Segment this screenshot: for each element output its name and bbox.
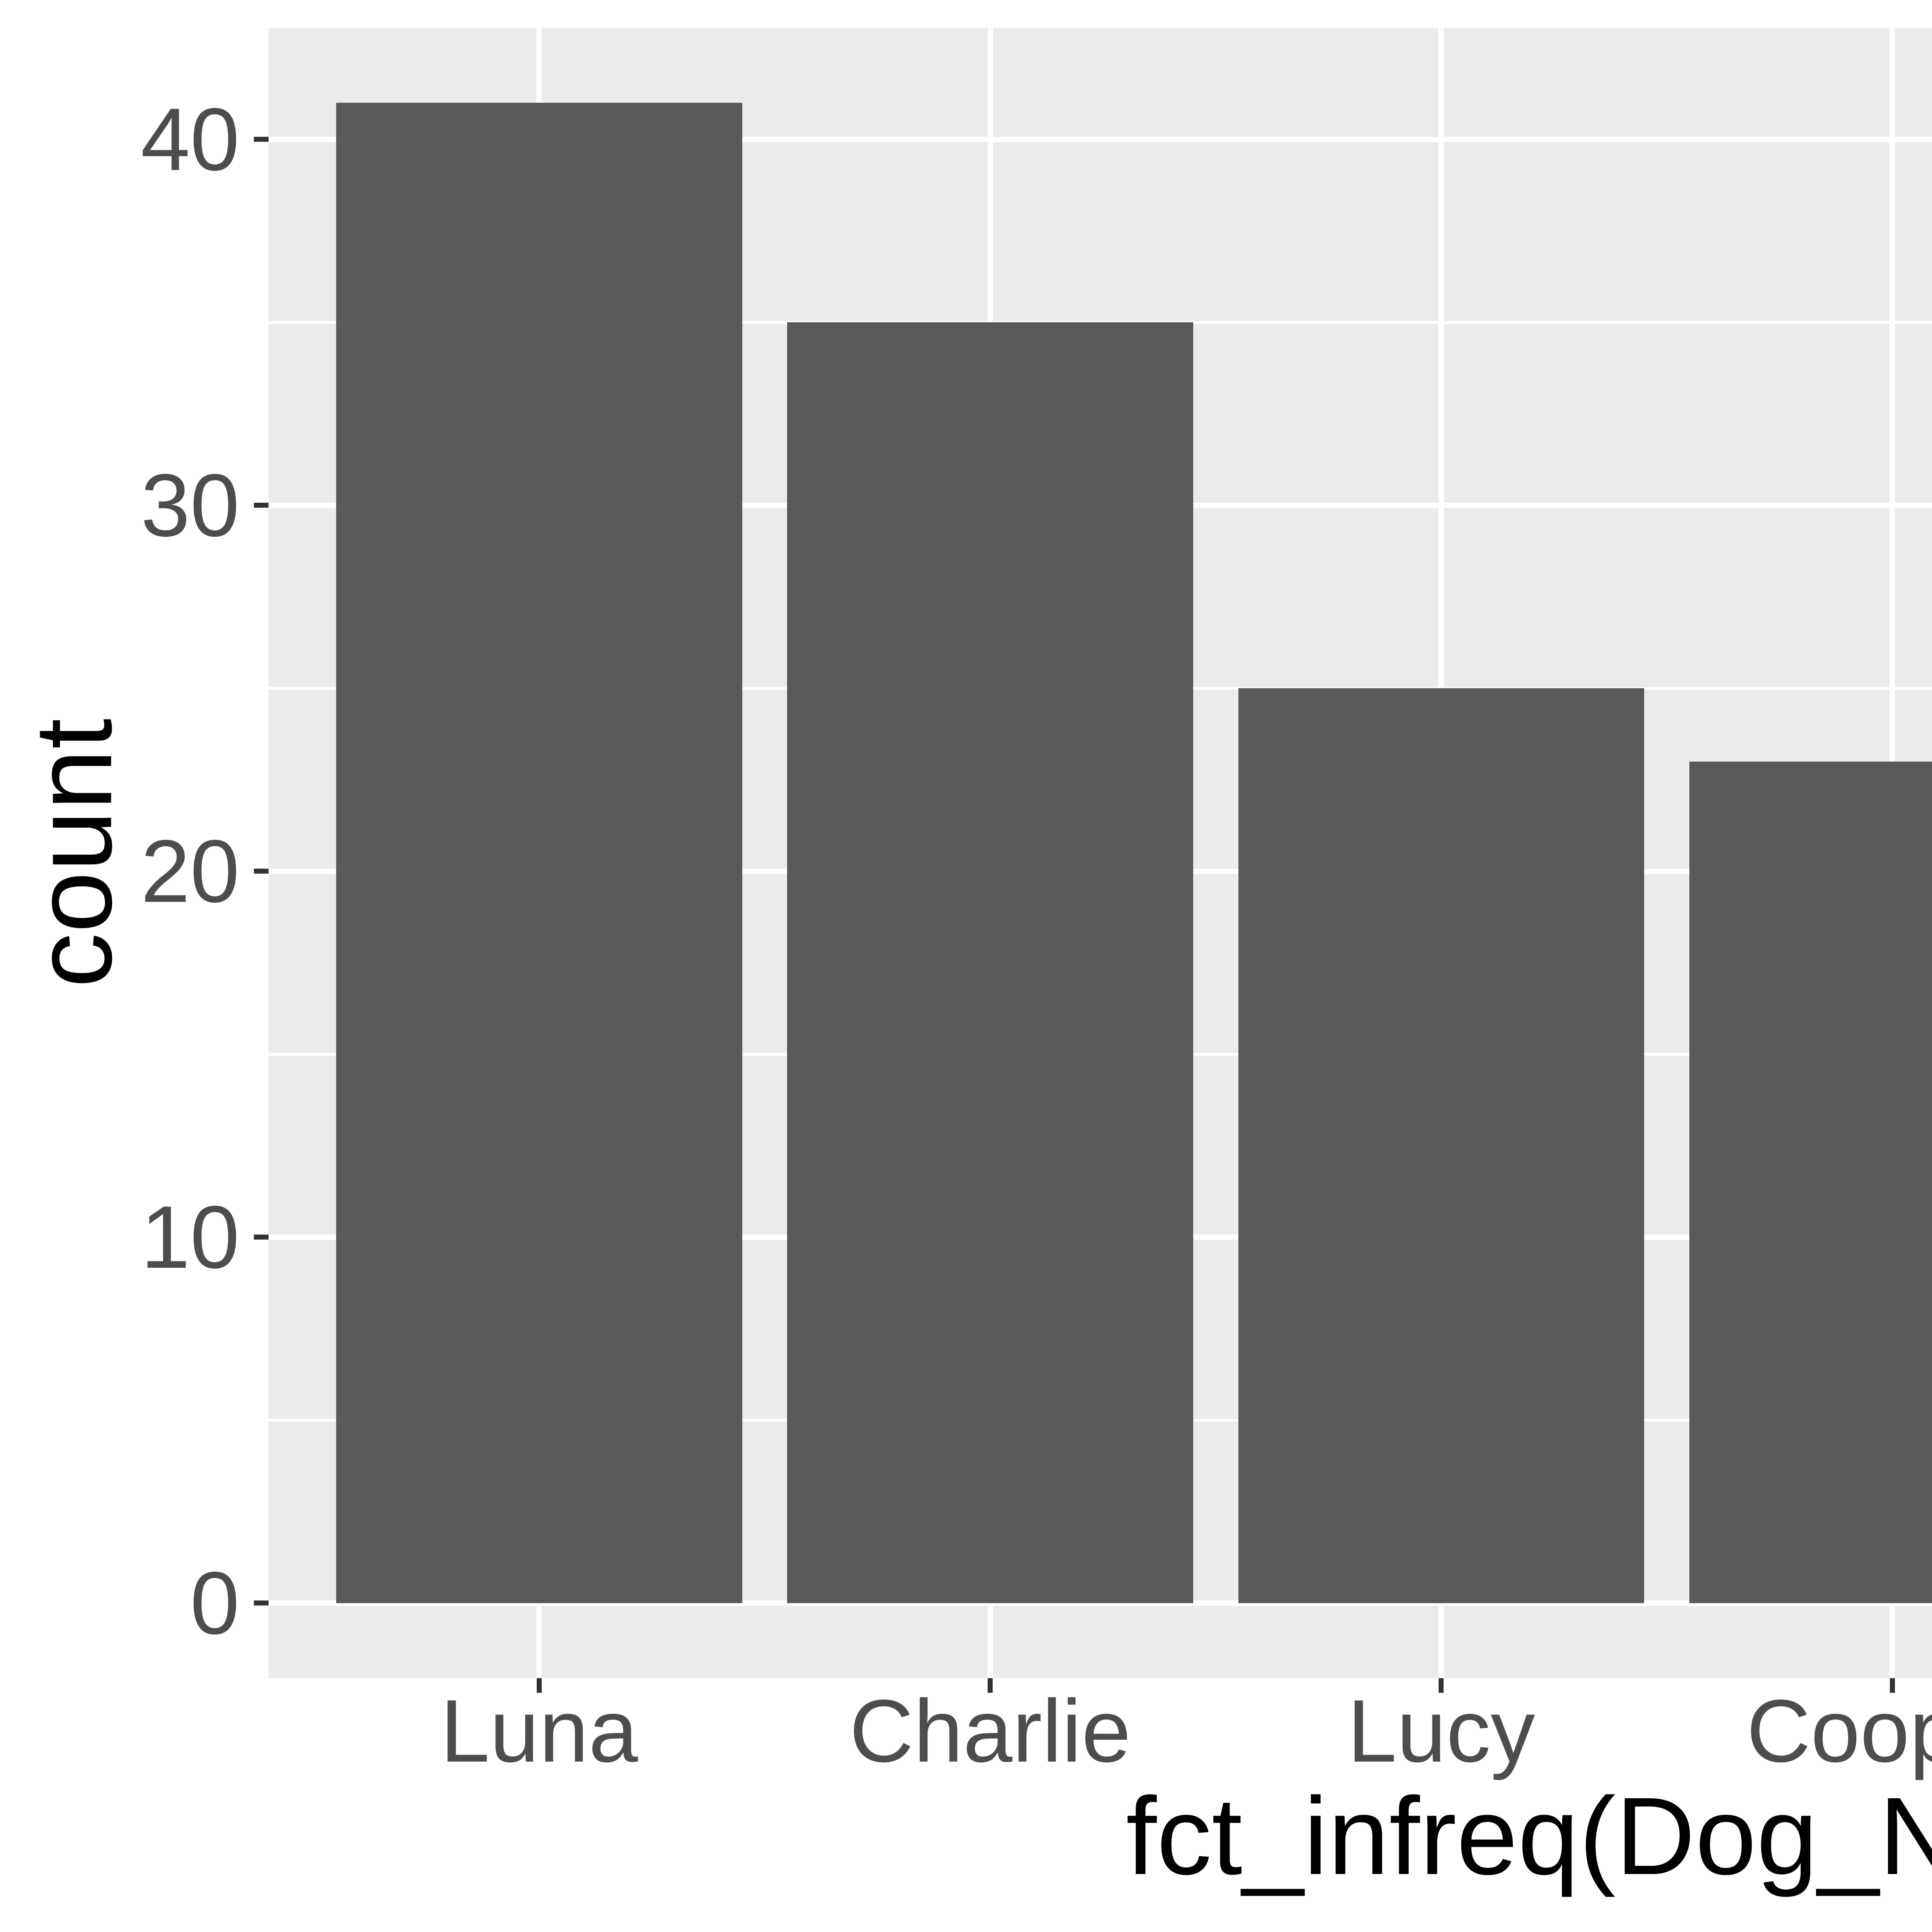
x-tick-mark xyxy=(536,1678,542,1693)
y-tick-mark xyxy=(254,503,269,508)
bar-luna xyxy=(336,103,742,1603)
y-tick-label: 0 xyxy=(190,1553,240,1653)
y-tick-label: 10 xyxy=(141,1187,240,1287)
y-tick-mark xyxy=(254,1235,269,1240)
y-tick-label: 30 xyxy=(141,455,240,555)
x-axis-title: fct_infreq(Dog_Name) xyxy=(1126,1775,1932,1898)
x-tick-label-cooper: Cooper xyxy=(1746,1681,1932,1781)
x-tick-label-luna: Luna xyxy=(440,1681,638,1781)
plot-panel xyxy=(269,28,1932,1678)
bar-cooper xyxy=(1689,761,1932,1603)
y-tick-mark xyxy=(254,137,269,142)
y-tick-label: 20 xyxy=(141,821,240,921)
y-tick-mark xyxy=(254,869,269,874)
x-tick-mark xyxy=(1889,1678,1895,1693)
x-tick-label-charlie: Charlie xyxy=(849,1681,1131,1781)
x-tick-label-lucy: Lucy xyxy=(1347,1681,1535,1781)
y-tick-mark xyxy=(254,1600,269,1606)
x-tick-mark xyxy=(1439,1678,1444,1693)
y-axis-title: count xyxy=(12,718,135,988)
y-tick-label: 40 xyxy=(141,89,240,189)
x-tick-mark xyxy=(988,1678,993,1693)
bar-charlie xyxy=(787,322,1193,1603)
bar-lucy xyxy=(1238,688,1645,1603)
